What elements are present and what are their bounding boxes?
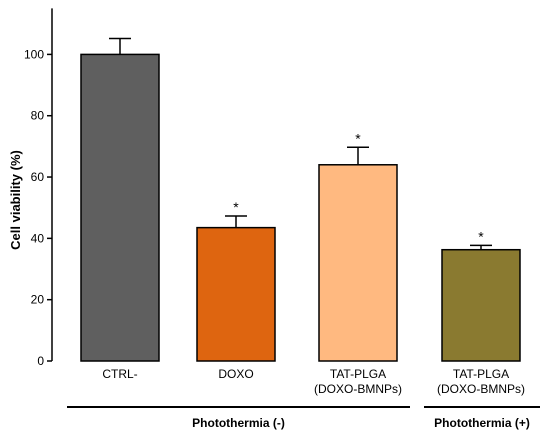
bar: [318, 164, 398, 362]
x-tick-label: (DOXO-BMNPs): [314, 382, 402, 396]
y-tick-label: 40: [31, 231, 45, 245]
y-tick-label: 60: [31, 170, 45, 184]
x-tick-label: (DOXO-BMNPs): [437, 382, 525, 396]
significance-marker: *: [478, 228, 484, 244]
bar: [196, 226, 276, 362]
significance-marker: *: [355, 130, 361, 146]
x-tick-label: DOXO: [218, 367, 253, 381]
x-tick-label: TAT-PLGA: [453, 367, 509, 381]
y-axis: 0 20 40 60 80 100: [24, 8, 53, 368]
bar: [441, 248, 521, 362]
y-axis-label: Cell viability (%): [8, 150, 23, 250]
x-tick-label: CTRL-: [102, 367, 137, 381]
y-tick-label: 100: [24, 47, 44, 61]
significance-marker: *: [233, 199, 239, 215]
group-brackets: Photothermia (-) Photothermia (+): [67, 406, 540, 430]
y-tick-label: 20: [31, 293, 45, 307]
y-tick-label: 80: [31, 109, 45, 123]
group-label: Photothermia (+): [434, 416, 530, 430]
bars: * * *: [80, 37, 521, 362]
group-label: Photothermia (-): [192, 416, 285, 430]
x-tick-label: TAT-PLGA: [330, 367, 386, 381]
x-axis-labels: CTRL- DOXO TAT-PLGA(DOXO-BMNPs)TAT-PLGA(DO…: [102, 367, 525, 396]
y-tick-label: 0: [37, 354, 44, 368]
bar: [80, 53, 160, 362]
